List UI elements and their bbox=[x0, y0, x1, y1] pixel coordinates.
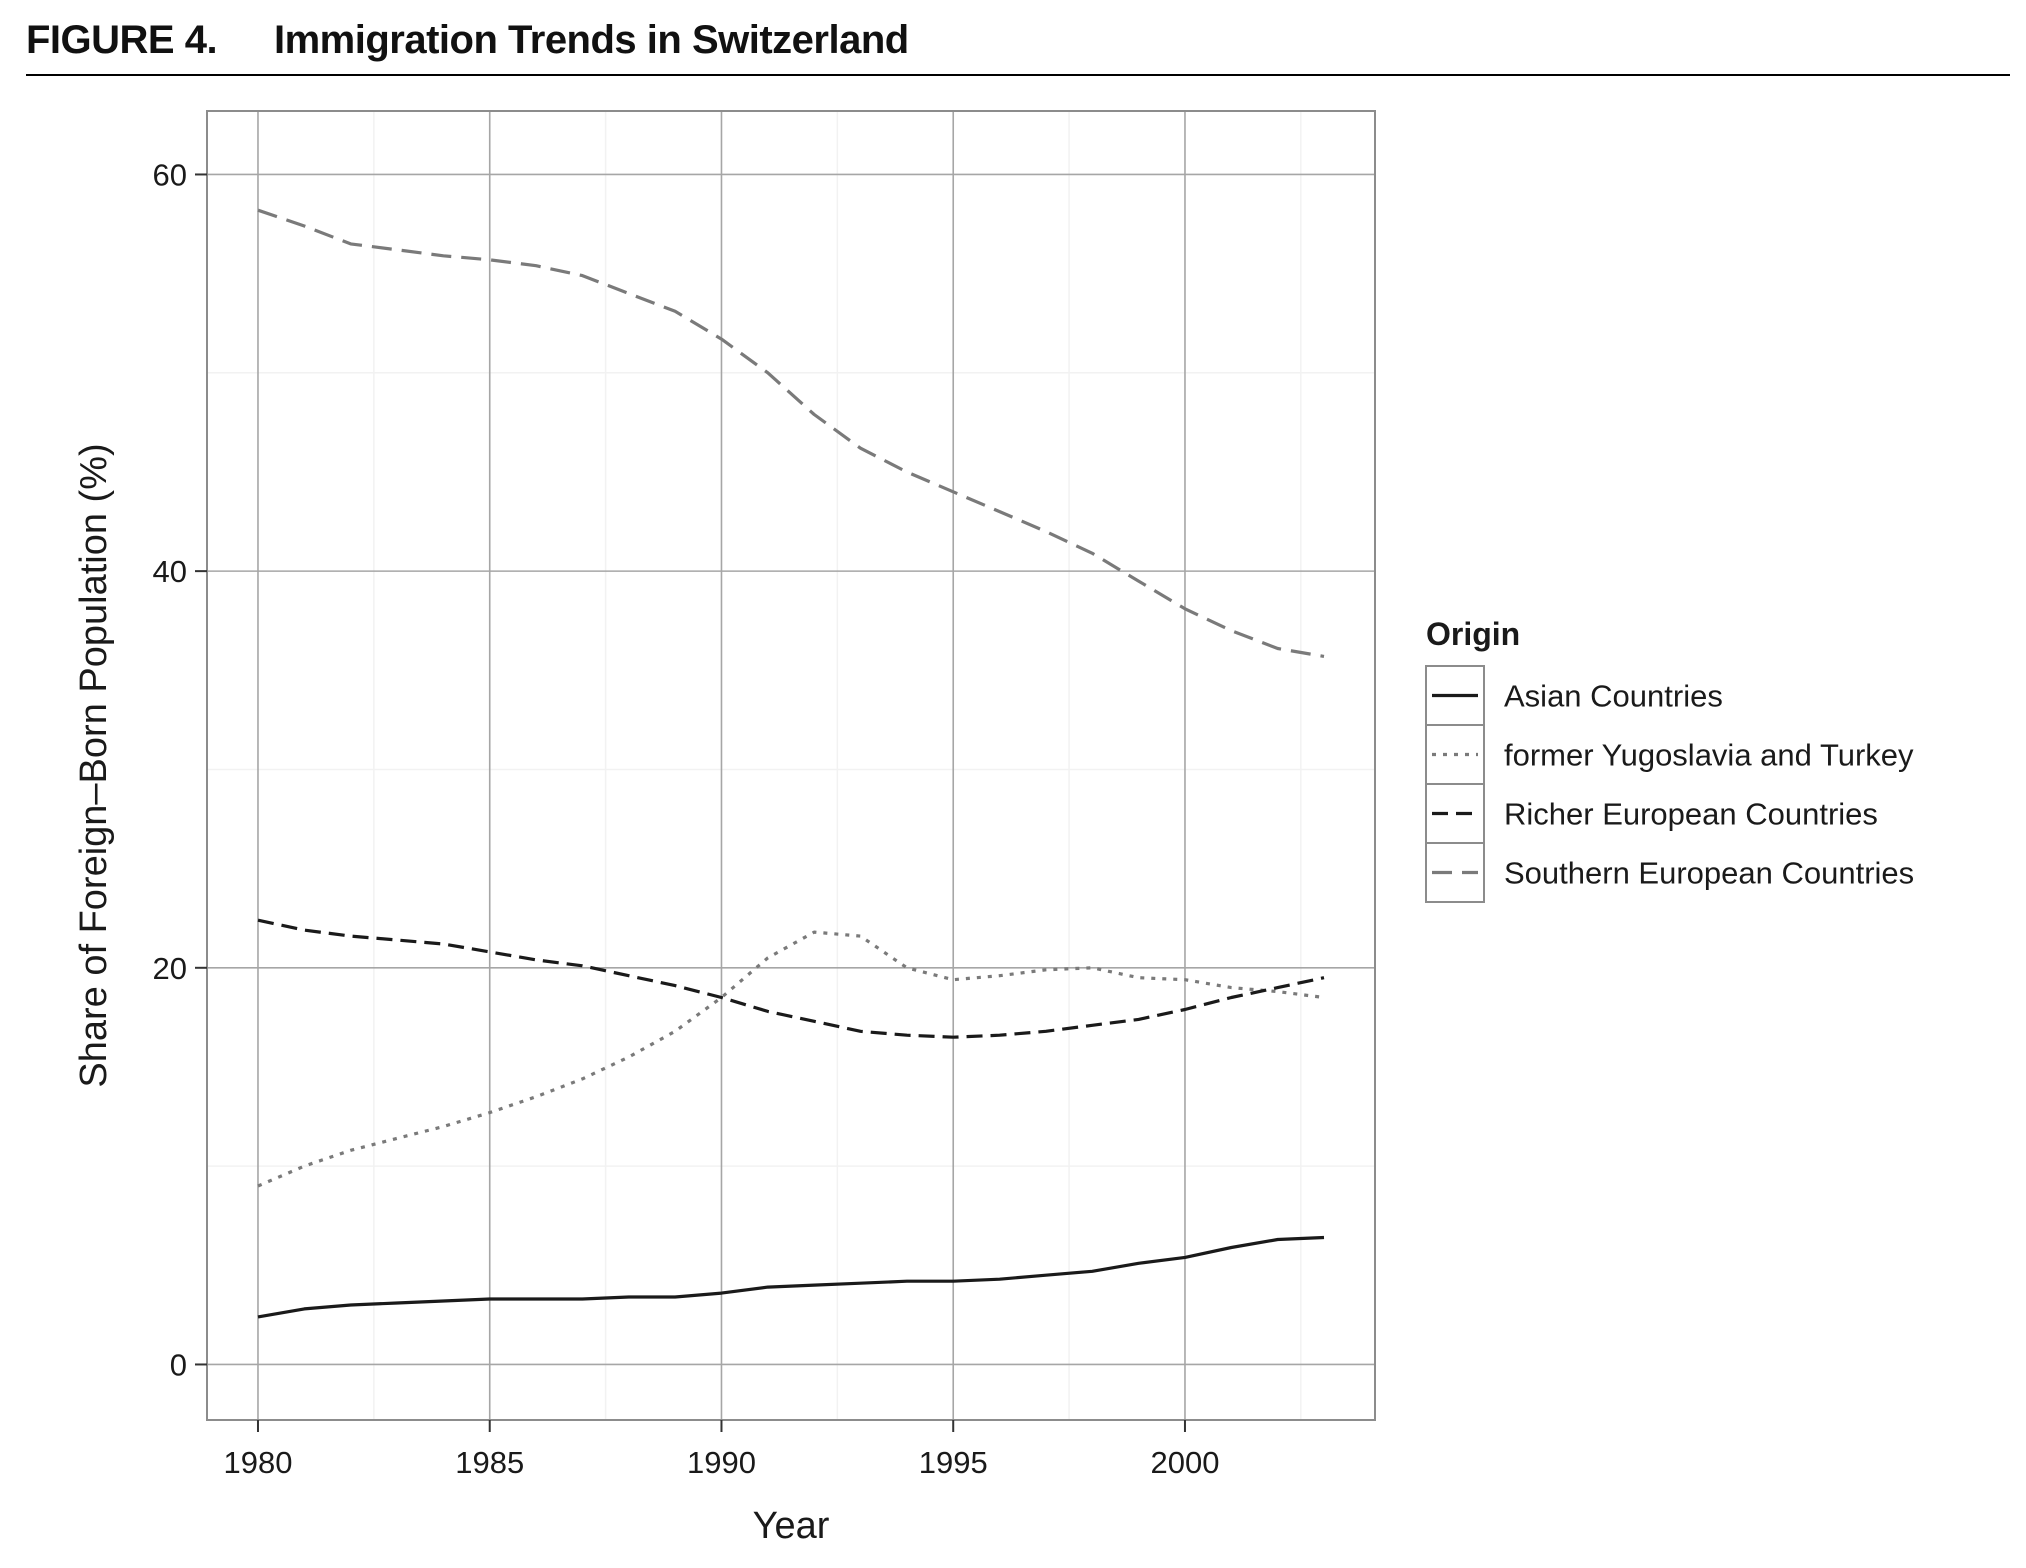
y-tick-label: 20 bbox=[153, 951, 187, 986]
axes: 1980 1985 1990 1995 2000 0 20 40 60 bbox=[153, 157, 1220, 1480]
grid-lines bbox=[207, 111, 1375, 1420]
series-line-1 bbox=[257, 930, 1325, 1188]
figure-title: Immigration Trends in Switzerland bbox=[274, 18, 909, 62]
x-tick-label: 2000 bbox=[1150, 1445, 1219, 1480]
x-tick-label: 1995 bbox=[919, 1445, 988, 1480]
legend: Origin Asian Countries former Yugoslavia … bbox=[1425, 616, 1914, 903]
plot-panel-border bbox=[206, 110, 1376, 1421]
series-line-3 bbox=[257, 208, 1325, 658]
legend-label: former Yugoslavia and Turkey bbox=[1504, 738, 1914, 773]
series-line-0 bbox=[257, 1235, 1325, 1319]
y-tick-label: 40 bbox=[153, 554, 187, 589]
series-line-2 bbox=[257, 918, 1325, 1039]
legend-title: Origin bbox=[1426, 616, 1520, 652]
legend-label: Asian Countries bbox=[1504, 679, 1723, 714]
legend-label: Richer European Countries bbox=[1504, 797, 1878, 832]
x-tick-label: 1990 bbox=[687, 1445, 756, 1480]
x-axis-title: Year bbox=[753, 1505, 830, 1547]
y-tick-label: 0 bbox=[170, 1347, 187, 1382]
figure-label: FIGURE 4. bbox=[26, 18, 218, 62]
legend-label: Southern European Countries bbox=[1504, 856, 1914, 891]
series-lines bbox=[257, 208, 1325, 1319]
y-tick-label: 60 bbox=[153, 157, 187, 192]
y-axis-title: Share of Foreign–Born Population (%) bbox=[73, 443, 115, 1087]
x-tick-label: 1985 bbox=[455, 1445, 524, 1480]
x-tick-label: 1980 bbox=[223, 1445, 292, 1480]
figure-header: FIGURE 4. Immigration Trends in Switzerl… bbox=[26, 14, 2010, 76]
